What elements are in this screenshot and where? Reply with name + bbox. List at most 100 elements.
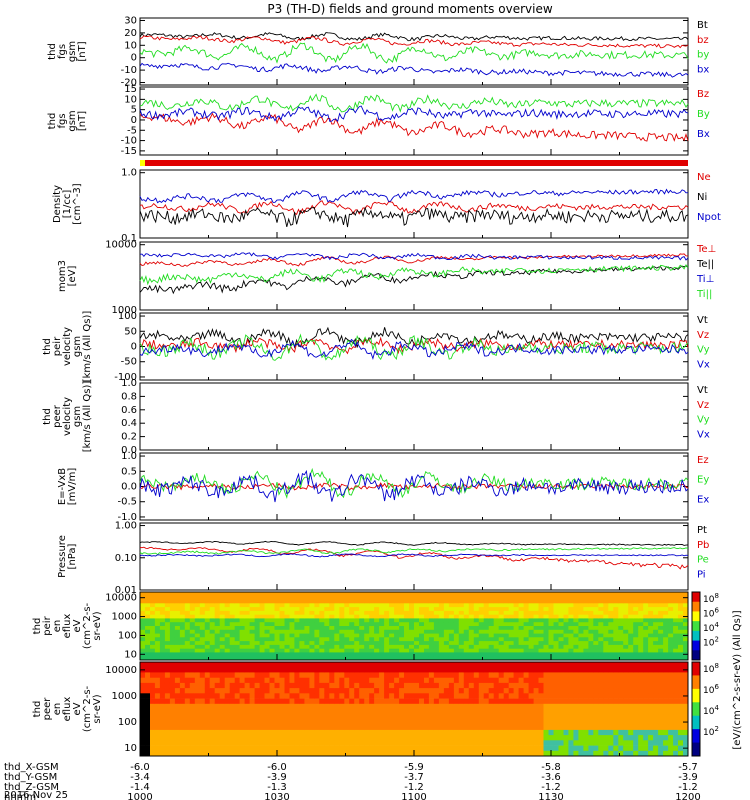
- y-axis-label: thd: [32, 618, 43, 635]
- heatmap-cell: [394, 719, 400, 725]
- heatmap-cell: [324, 595, 330, 600]
- heatmap-cell: [523, 633, 529, 638]
- heatmap-cell: [389, 662, 395, 668]
- heatmap-cell: [284, 667, 290, 673]
- heatmap-cell: [239, 641, 245, 646]
- heatmap-cell: [563, 603, 569, 608]
- heatmap-cell: [538, 714, 544, 720]
- y-axis-label: thd: [42, 338, 53, 355]
- heatmap-cell: [578, 714, 584, 720]
- heatmap-cell: [294, 641, 300, 646]
- heatmap-cell: [229, 641, 236, 646]
- heatmap-cell: [359, 672, 365, 678]
- heatmap-cell: [229, 750, 236, 757]
- heatmap-cell: [453, 633, 460, 638]
- heatmap-cell: [414, 610, 420, 616]
- heatmap-cell: [284, 688, 290, 694]
- heatmap-cell: [458, 667, 465, 673]
- heatmap-cell: [369, 656, 375, 661]
- heatmap-cell: [264, 618, 270, 623]
- heatmap-cell: [359, 662, 365, 668]
- heatmap-cell: [140, 592, 146, 597]
- heatmap-cell: [364, 648, 370, 653]
- heatmap-cell: [394, 698, 400, 705]
- heatmap-cell: [603, 729, 609, 736]
- heatmap-cell: [399, 641, 405, 646]
- heatmap-cell: [513, 633, 519, 638]
- heatmap-cell: [254, 610, 260, 616]
- heatmap-cell: [269, 677, 275, 684]
- heatmap-cell: [159, 709, 166, 715]
- heatmap-cell: [419, 629, 425, 634]
- series-Pe: [139, 547, 689, 556]
- heatmap-cell: [483, 648, 490, 653]
- heatmap-cell: [399, 667, 405, 673]
- heatmap-cell: [583, 667, 589, 673]
- heatmap-cell: [458, 714, 465, 720]
- heatmap-cell: [334, 629, 340, 634]
- heatmap-cell: [533, 740, 539, 746]
- heatmap-cell: [199, 714, 206, 720]
- heatmap-cell: [269, 662, 275, 668]
- heatmap-cell: [503, 735, 510, 741]
- heatmap-cell: [384, 622, 390, 627]
- series-Vy: [139, 333, 689, 361]
- heatmap-cell: [414, 656, 420, 661]
- heatmap-cell: [453, 693, 460, 699]
- heatmap-cell: [244, 599, 250, 604]
- heatmap-cell: [389, 629, 395, 634]
- heatmap-cell: [314, 714, 320, 720]
- heatmap-cell: [344, 703, 350, 710]
- heatmap-cell: [478, 626, 485, 631]
- heatmap-cell: [364, 626, 370, 631]
- heatmap-cell: [463, 714, 470, 720]
- heatmap-cell: [538, 618, 544, 623]
- heatmap-cell: [184, 629, 191, 634]
- heatmap-cell: [578, 603, 584, 608]
- heatmap-cell: [558, 610, 564, 616]
- heatmap-cell: [184, 652, 191, 657]
- heatmap-cell: [369, 622, 375, 627]
- heatmap-cell: [428, 667, 435, 673]
- heatmap-cell: [359, 688, 365, 694]
- heatmap-cell: [603, 629, 609, 634]
- heatmap-cell: [643, 614, 649, 619]
- heatmap-cell: [145, 656, 151, 661]
- heatmap-cell: [588, 656, 594, 661]
- heatmap-cell: [419, 641, 425, 646]
- heatmap-cell: [329, 735, 335, 741]
- heatmap-cell: [199, 703, 206, 710]
- heatmap-cell: [553, 750, 559, 757]
- heatmap-cell: [194, 610, 201, 616]
- heatmap-cell: [663, 637, 669, 642]
- heatmap-cell: [284, 724, 290, 731]
- heatmap-cell: [553, 622, 559, 627]
- heatmap-cell: [488, 724, 495, 731]
- heatmap-cell: [503, 603, 510, 608]
- heatmap-cell: [563, 682, 569, 689]
- heatmap-cell: [483, 641, 490, 646]
- heatmap-cell: [274, 672, 280, 678]
- y-axis-label: eV: [72, 619, 83, 632]
- heatmap-cell: [369, 652, 375, 657]
- heatmap-cell: [463, 610, 470, 616]
- heatmap-cell: [344, 618, 350, 623]
- heatmap-cell: [199, 656, 206, 661]
- heatmap-cell: [488, 607, 495, 612]
- heatmap-cell: [339, 693, 345, 699]
- heatmap-cell: [394, 622, 400, 627]
- heatmap-cell: [244, 740, 250, 746]
- heatmap-cell: [409, 688, 415, 694]
- heatmap-cell: [488, 626, 495, 631]
- heatmap-cell: [483, 703, 490, 710]
- heatmap-cell: [354, 693, 360, 699]
- heatmap-cell: [438, 626, 445, 631]
- series-bz: [139, 35, 689, 49]
- heatmap-cell: [264, 633, 270, 638]
- heatmap-cell: [498, 672, 505, 678]
- heatmap-cell: [538, 637, 544, 642]
- heatmap-cell: [394, 703, 400, 710]
- heatmap-cell: [513, 644, 519, 650]
- heatmap-cell: [683, 644, 689, 650]
- heatmap-cell: [279, 719, 285, 725]
